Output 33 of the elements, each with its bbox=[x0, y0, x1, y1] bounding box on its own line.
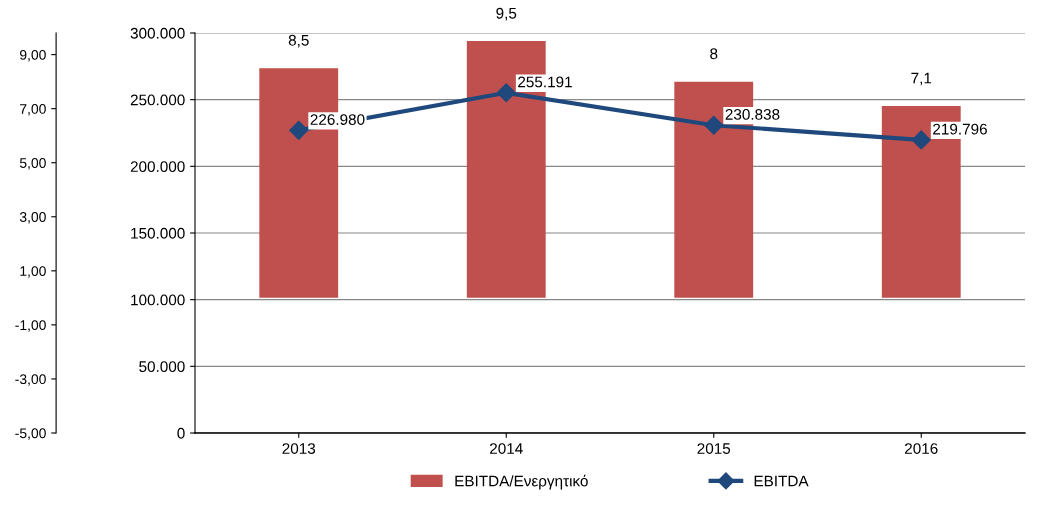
y-tick-label: -1,00 bbox=[15, 320, 46, 332]
x-tick-label: 2016 bbox=[905, 443, 938, 454]
data-label: 7,1 bbox=[911, 72, 932, 86]
y-tick-label: 1,00 bbox=[20, 266, 46, 278]
data-label: 255.191 bbox=[518, 76, 572, 88]
legend-label: EBITDA/Ενεργητικό bbox=[455, 474, 588, 490]
y2-tick-label: 250.000 bbox=[130, 94, 185, 106]
data-label: 8 bbox=[710, 48, 718, 60]
x-tick-label: 2015 bbox=[697, 443, 731, 454]
y-tick-label: 3,00 bbox=[19, 212, 46, 224]
data-label: 230.838 bbox=[725, 108, 780, 120]
y-tick-label: -5,00 bbox=[15, 428, 46, 440]
x-tick-label: 2014 bbox=[490, 443, 523, 454]
y-tick-label: 7,00 bbox=[20, 104, 46, 116]
legend-label: EBITDA bbox=[754, 475, 809, 487]
point bbox=[289, 120, 309, 140]
y2-tick-label: 100.000 bbox=[131, 294, 185, 306]
point bbox=[496, 83, 516, 103]
data-label: 9,5 bbox=[496, 7, 517, 21]
y2-tick-label: 0 bbox=[177, 427, 185, 439]
point bbox=[704, 115, 724, 135]
y-tick-label: -3,00 bbox=[15, 374, 46, 386]
y2-tick-label: 150.000 bbox=[131, 227, 185, 239]
x-tick-label: 2013 bbox=[282, 443, 316, 454]
y2-tick-label: 300.000 bbox=[130, 27, 185, 39]
point bbox=[911, 130, 931, 150]
data-label: 8,5 bbox=[288, 34, 309, 48]
y2-tick-label: 50.000 bbox=[139, 361, 185, 373]
y-tick-label: 5,00 bbox=[19, 158, 46, 170]
data-label: 219.796 bbox=[933, 123, 987, 135]
y-tick-label: 9,00 bbox=[20, 49, 46, 62]
data-label: 226.980 bbox=[310, 114, 365, 125]
y2-tick-label: 200.000 bbox=[130, 161, 185, 173]
